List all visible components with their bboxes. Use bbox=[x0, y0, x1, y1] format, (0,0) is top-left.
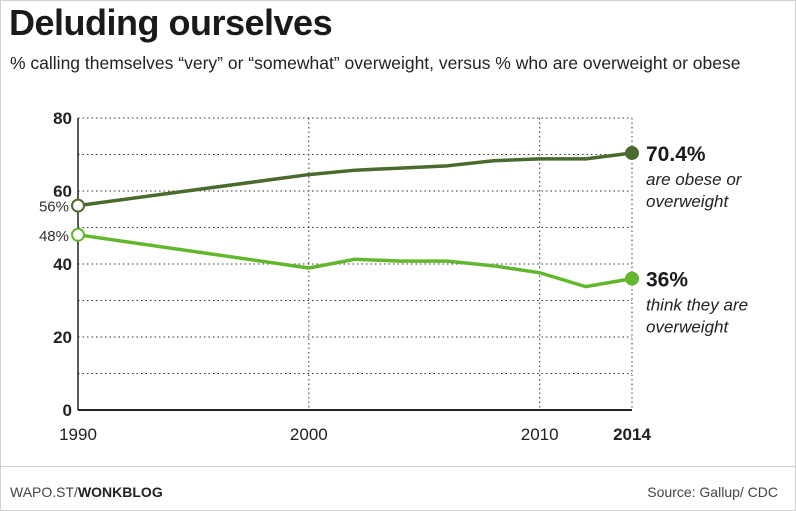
axes: 80 60 40 20 0 1990 2000 2010 2014 bbox=[53, 109, 651, 444]
series-lines bbox=[71, 146, 639, 289]
y-tick-label: 40 bbox=[53, 255, 72, 274]
x-tick-label: 2014 bbox=[613, 425, 651, 444]
footer-credit: Source: Gallup/ CDC bbox=[647, 484, 778, 500]
series-start-marker-think bbox=[71, 227, 85, 242]
series-line-obese bbox=[77, 151, 633, 208]
x-tick-label: 2000 bbox=[290, 425, 328, 444]
series-end-value-obese: 70.4% bbox=[646, 143, 706, 166]
series-end-marker-think bbox=[625, 271, 639, 286]
footer-source: WAPO.ST/WONKBLOG bbox=[10, 484, 163, 500]
series-end-caption-obese: overweight bbox=[646, 192, 729, 211]
series-labels: 56% 70.4% are obese or overweight 48% 36% thin… bbox=[33, 143, 748, 337]
x-tick-label: 2010 bbox=[521, 425, 559, 444]
line-chart: 80 60 40 20 0 1990 2000 2010 2014 56% 70.4% are ob… bbox=[33, 109, 749, 444]
y-tick-label: 20 bbox=[53, 328, 72, 347]
y-tick-label: 80 bbox=[53, 109, 72, 128]
chart-subtitle: % calling themselves “very” or “somewhat… bbox=[10, 53, 741, 73]
footer-divider bbox=[0, 466, 796, 467]
series-line-think bbox=[77, 233, 633, 289]
chart-title: Deluding ourselves bbox=[9, 2, 333, 43]
series-end-value-think: 36% bbox=[646, 269, 688, 292]
series-end-marker-obese bbox=[625, 146, 639, 161]
start-label-bg bbox=[33, 225, 69, 244]
series-end-caption-think: overweight bbox=[646, 318, 729, 337]
grid-lines bbox=[77, 117, 633, 410]
series-end-caption-obese: are obese or bbox=[646, 170, 743, 189]
series-start-label-think: 48% bbox=[39, 228, 69, 245]
series-start-marker-obese bbox=[71, 198, 85, 213]
y-tick-label: 60 bbox=[53, 182, 72, 201]
y-tick-label: 0 bbox=[63, 401, 72, 420]
footer-source-brand: WONKBLOG bbox=[77, 484, 163, 500]
footer-source-prefix: WAPO.ST/ bbox=[10, 484, 78, 500]
start-label-bg bbox=[33, 196, 69, 215]
series-end-caption-think: think they are bbox=[646, 296, 748, 315]
x-tick-label: 1990 bbox=[59, 425, 97, 444]
series-start-label-obese: 56% bbox=[39, 199, 69, 216]
